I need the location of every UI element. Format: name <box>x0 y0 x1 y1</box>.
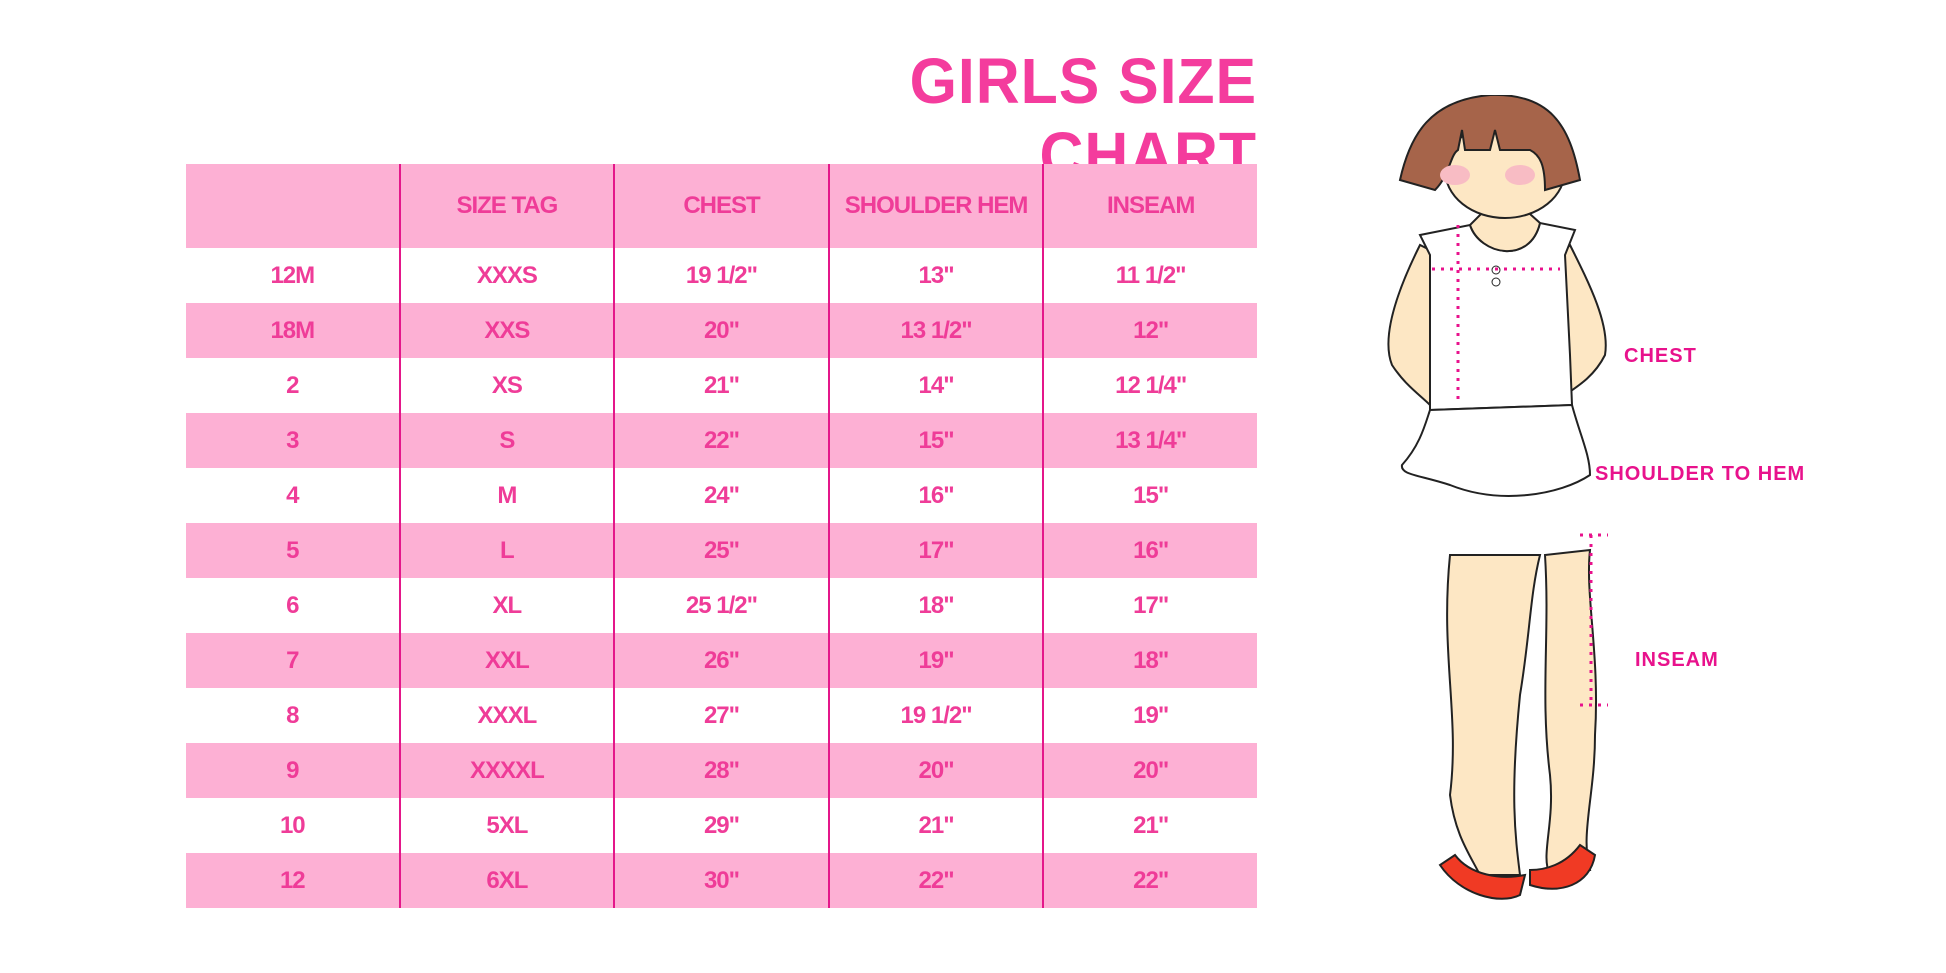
table-row: 12 6XL 30" 22" 22" <box>186 853 1257 908</box>
shoulder-to-hem-label: SHOULDER TO HEM <box>1595 463 1806 485</box>
table-cell: 6 <box>286 591 299 619</box>
inseam-label: INSEAM <box>1635 649 1719 671</box>
table-cell: 19 1/2" <box>827 688 1043 743</box>
table-cell: 10 <box>279 811 306 839</box>
table-cell: 13 1/2" <box>827 303 1043 358</box>
table-cell: 25" <box>613 523 828 578</box>
table-cell: XXS <box>398 303 614 358</box>
table-cell: 2 <box>286 371 299 399</box>
table-row: 3 S 22" 15" 13 1/4" <box>186 413 1257 468</box>
table-cell: 9 <box>286 756 299 784</box>
table-row: 5 L 25" 17" 16" <box>186 523 1257 578</box>
table-cell: 16" <box>1042 523 1257 578</box>
table-row: 6 XL 25 1/2" 18" 17" <box>186 578 1257 633</box>
girl-illustration <box>1387 93 1608 900</box>
table-cell: 22" <box>827 853 1043 908</box>
table-cell: 19" <box>1042 688 1257 743</box>
table-row: 2 XS 21" 14" 12 1/4" <box>186 358 1257 413</box>
table-cell: 24" <box>613 468 828 523</box>
table-row: 10 5XL 29" 21" 21" <box>186 798 1257 853</box>
table-cell: 20" <box>1042 743 1257 798</box>
table-cell: M <box>398 468 614 523</box>
table-cell: 12 <box>279 866 306 894</box>
table-cell: 21" <box>1042 798 1257 853</box>
table-cell: 30" <box>613 853 828 908</box>
table-cell: 12M <box>270 261 315 289</box>
table-cell: XL <box>398 578 614 633</box>
table-cell: 11 1/2" <box>1042 248 1257 303</box>
table-cell: XXXS <box>398 248 614 303</box>
table-cell: 22" <box>613 413 828 468</box>
table-cell: 17" <box>827 523 1043 578</box>
column-header: SIZE TAG <box>398 164 614 248</box>
table-cell: 15" <box>827 413 1043 468</box>
table-cell: 21" <box>613 358 828 413</box>
page-title: GIRLS SIZE CHART <box>909 45 1257 191</box>
table-cell: 12 1/4" <box>1042 358 1257 413</box>
table-cell: 15" <box>1042 468 1257 523</box>
table-row: 7 XXL 26" 19" 18" <box>186 633 1257 688</box>
table-cell: XS <box>398 358 614 413</box>
table-cell: 8 <box>286 701 299 729</box>
table-cell: 18" <box>827 578 1043 633</box>
table-cell: 7 <box>286 646 299 674</box>
table-cell: XXL <box>398 633 614 688</box>
table-row: 9 XXXXL 28" 20" 20" <box>186 743 1257 798</box>
table-cell: S <box>398 413 614 468</box>
table-cell: L <box>398 523 614 578</box>
table-cell: XXXXL <box>398 743 614 798</box>
table-cell: 19 1/2" <box>613 248 828 303</box>
table-cell: 25 1/2" <box>613 578 828 633</box>
table-cell: 21" <box>827 798 1043 853</box>
table-cell: 29" <box>613 798 828 853</box>
table-cell: 13 1/4" <box>1042 413 1257 468</box>
table-cell: 28" <box>613 743 828 798</box>
size-table: SIZE TAG CHEST SHOULDER HEM INSEAM 12M XXXS 19… <box>186 164 1257 908</box>
table-cell: 4 <box>286 481 299 509</box>
table-cell: 22" <box>1042 853 1257 908</box>
table-cell: 5 <box>286 536 299 564</box>
column-header <box>186 164 399 248</box>
table-cell: 17" <box>1042 578 1257 633</box>
table-cell: 16" <box>827 468 1043 523</box>
table-header: SIZE TAG CHEST SHOULDER HEM INSEAM <box>186 164 1257 248</box>
table-cell: 20" <box>827 743 1043 798</box>
table-row: 18M XXS 20" 13 1/2" 12" <box>186 303 1257 358</box>
table-row: 4 M 24" 16" 15" <box>186 468 1257 523</box>
table-cell: 6XL <box>398 853 614 908</box>
table-cell: 18M <box>270 316 315 344</box>
measurement-figure: CHEST SHOULDER TO HEM INSEAM <box>1380 93 1920 915</box>
table-cell: 19" <box>827 633 1043 688</box>
column-header: CHEST <box>613 164 828 248</box>
table-cell: 14" <box>827 358 1043 413</box>
column-header: SHOULDER HEM <box>827 164 1043 248</box>
table-cell: 5XL <box>398 798 614 853</box>
table-cell: 27" <box>613 688 828 743</box>
table-cell: 12" <box>1042 303 1257 358</box>
table-cell: 26" <box>613 633 828 688</box>
column-header: INSEAM <box>1042 164 1257 248</box>
table-cell: 20" <box>613 303 828 358</box>
table-cell: 18" <box>1042 633 1257 688</box>
table-row: 12M XXXS 19 1/2" 13" 11 1/2" <box>186 248 1257 303</box>
table-cell: 13" <box>827 248 1043 303</box>
chest-label: CHEST <box>1624 345 1697 367</box>
table-cell: 3 <box>286 426 299 454</box>
table-row: 8 XXXL 27" 19 1/2" 19" <box>186 688 1257 743</box>
table-cell: XXXL <box>398 688 614 743</box>
